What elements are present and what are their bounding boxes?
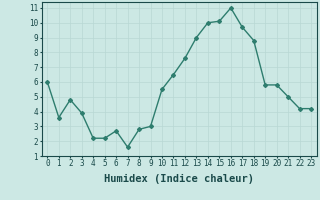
X-axis label: Humidex (Indice chaleur): Humidex (Indice chaleur) — [104, 174, 254, 184]
